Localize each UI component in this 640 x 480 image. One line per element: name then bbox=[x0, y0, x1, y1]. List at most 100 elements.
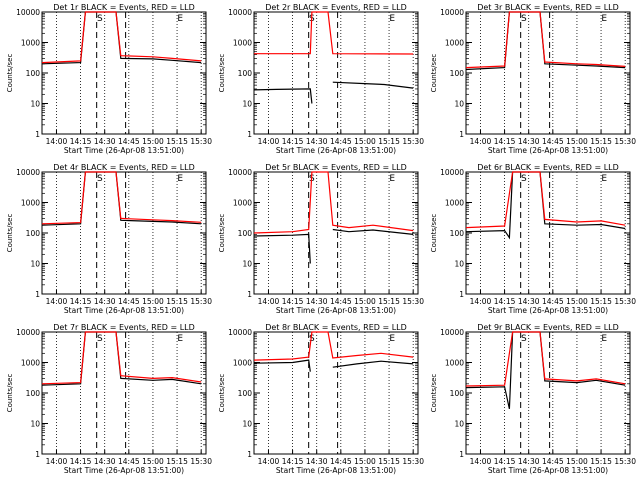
lld-rate-line bbox=[253, 331, 414, 361]
x-tick-label: 14:15 bbox=[494, 137, 516, 146]
x-tick-label: 14:15 bbox=[494, 297, 516, 306]
chart-title: Det 8r BLACK = Events, RED = LLD bbox=[265, 323, 407, 332]
event-marker: E bbox=[601, 14, 607, 24]
x-tick-label: 15:15 bbox=[166, 137, 188, 146]
x-tick-label: 14:15 bbox=[70, 137, 92, 146]
x-tick-label: 14:15 bbox=[282, 297, 304, 306]
y-tick-label: 1000 bbox=[233, 199, 252, 208]
x-axis-label: Start Time (26-Apr-08 13:51:00) bbox=[64, 466, 184, 475]
y-tick-label: 10 bbox=[242, 100, 252, 109]
x-tick-label: 15:15 bbox=[590, 297, 612, 306]
x-tick-label: 15:15 bbox=[378, 297, 400, 306]
x-tick-label: 14:00 bbox=[258, 297, 280, 306]
y-axis-label: Counts/sec bbox=[6, 214, 14, 253]
y-tick-label: 1000 bbox=[445, 199, 464, 208]
lld-rate-line bbox=[41, 171, 202, 225]
x-tick-label: 15:00 bbox=[354, 137, 376, 146]
x-tick-label: 14:30 bbox=[94, 297, 116, 306]
x-tick-label: 15:15 bbox=[378, 457, 400, 466]
y-tick-label: 100 bbox=[238, 69, 253, 78]
x-tick-label: 14:30 bbox=[306, 457, 328, 466]
x-tick-label: 15:30 bbox=[614, 137, 636, 146]
lld-rate-line bbox=[41, 11, 202, 64]
y-tick-label: 1000 bbox=[445, 359, 464, 368]
y-tick-label: 1 bbox=[35, 290, 40, 299]
event-marker: S bbox=[97, 334, 103, 344]
x-tick-label: 14:30 bbox=[306, 297, 328, 306]
y-tick-label: 10000 bbox=[228, 8, 252, 17]
y-tick-label: 1000 bbox=[21, 199, 40, 208]
x-tick-label: 15:30 bbox=[402, 457, 424, 466]
x-tick-label: 14:00 bbox=[470, 137, 492, 146]
event-marker: S bbox=[521, 334, 527, 344]
x-tick-label: 15:30 bbox=[190, 457, 212, 466]
event-marker: E bbox=[177, 334, 183, 344]
event-marker: E bbox=[389, 174, 395, 184]
y-tick-label: 1000 bbox=[233, 39, 252, 48]
y-axis-label: Counts/sec bbox=[218, 374, 226, 413]
x-axis-label: Start Time (26-Apr-08 13:51:00) bbox=[488, 466, 608, 475]
event-marker: S bbox=[97, 14, 103, 24]
plot-frame bbox=[41, 11, 207, 135]
y-tick-label: 100 bbox=[26, 229, 41, 238]
y-tick-label: 1 bbox=[459, 290, 464, 299]
y-tick-label: 1 bbox=[459, 130, 464, 139]
y-tick-label: 10000 bbox=[228, 168, 252, 177]
y-axis-label: Counts/sec bbox=[218, 214, 226, 253]
y-tick-label: 10000 bbox=[440, 8, 464, 17]
chart-title: Det 6r BLACK = Events, RED = LLD bbox=[477, 163, 619, 172]
x-tick-label: 14:15 bbox=[70, 457, 92, 466]
x-tick-label: 15:00 bbox=[354, 297, 376, 306]
x-tick-label: 14:45 bbox=[118, 457, 140, 466]
y-tick-label: 1 bbox=[35, 130, 40, 139]
y-axis-label: Counts/sec bbox=[430, 374, 438, 413]
x-tick-label: 14:45 bbox=[542, 297, 564, 306]
lld-rate-line bbox=[41, 331, 202, 385]
x-tick-label: 15:15 bbox=[166, 457, 188, 466]
lld-rate-line bbox=[465, 11, 626, 69]
x-tick-label: 14:15 bbox=[494, 457, 516, 466]
x-axis-label: Start Time (26-Apr-08 13:51:00) bbox=[276, 306, 396, 315]
y-axis-label: Counts/sec bbox=[218, 54, 226, 93]
y-tick-label: 100 bbox=[26, 69, 41, 78]
chart-title: Det 4r BLACK = Events, RED = LLD bbox=[53, 163, 195, 172]
event-marker: E bbox=[177, 174, 183, 184]
chart-panel: Det 8r BLACK = Events, RED = LLD 14:00 14:… bbox=[218, 323, 424, 475]
x-tick-label: 14:00 bbox=[46, 457, 68, 466]
x-tick-label: 15:30 bbox=[402, 137, 424, 146]
x-tick-label: 14:30 bbox=[518, 137, 540, 146]
y-tick-label: 100 bbox=[450, 389, 465, 398]
x-tick-label: 14:15 bbox=[282, 137, 304, 146]
y-tick-label: 1 bbox=[247, 290, 252, 299]
chart-title: Det 1r BLACK = Events, RED = LLD bbox=[53, 3, 195, 12]
event-marker: E bbox=[389, 14, 395, 24]
lld-rate-line bbox=[465, 171, 626, 229]
x-tick-label: 14:45 bbox=[542, 457, 564, 466]
x-tick-label: 14:30 bbox=[306, 137, 328, 146]
x-tick-label: 14:45 bbox=[330, 297, 352, 306]
chart-title: Det 2r BLACK = Events, RED = LLD bbox=[265, 3, 407, 12]
plot-frame bbox=[253, 11, 419, 135]
y-tick-label: 10 bbox=[30, 420, 40, 429]
x-tick-label: 15:15 bbox=[378, 137, 400, 146]
y-tick-label: 100 bbox=[26, 389, 41, 398]
x-tick-label: 15:30 bbox=[190, 137, 212, 146]
x-tick-label: 14:00 bbox=[258, 137, 280, 146]
x-tick-label: 14:00 bbox=[46, 297, 68, 306]
chart-panel: Det 4r BLACK = Events, RED = LLD 14:00 14:… bbox=[6, 163, 212, 315]
x-axis-label: Start Time (26-Apr-08 13:51:00) bbox=[276, 466, 396, 475]
x-tick-label: 14:45 bbox=[118, 137, 140, 146]
x-tick-label: 15:15 bbox=[590, 457, 612, 466]
x-axis-label: Start Time (26-Apr-08 13:51:00) bbox=[488, 146, 608, 155]
event-marker: E bbox=[601, 174, 607, 184]
x-tick-label: 14:30 bbox=[518, 457, 540, 466]
event-marker: S bbox=[309, 334, 315, 344]
x-tick-label: 15:30 bbox=[402, 297, 424, 306]
y-axis-label: Counts/sec bbox=[430, 54, 438, 93]
x-tick-label: 14:00 bbox=[258, 457, 280, 466]
plot-frame bbox=[253, 331, 419, 455]
y-tick-label: 1000 bbox=[21, 39, 40, 48]
y-tick-label: 1 bbox=[247, 450, 252, 459]
